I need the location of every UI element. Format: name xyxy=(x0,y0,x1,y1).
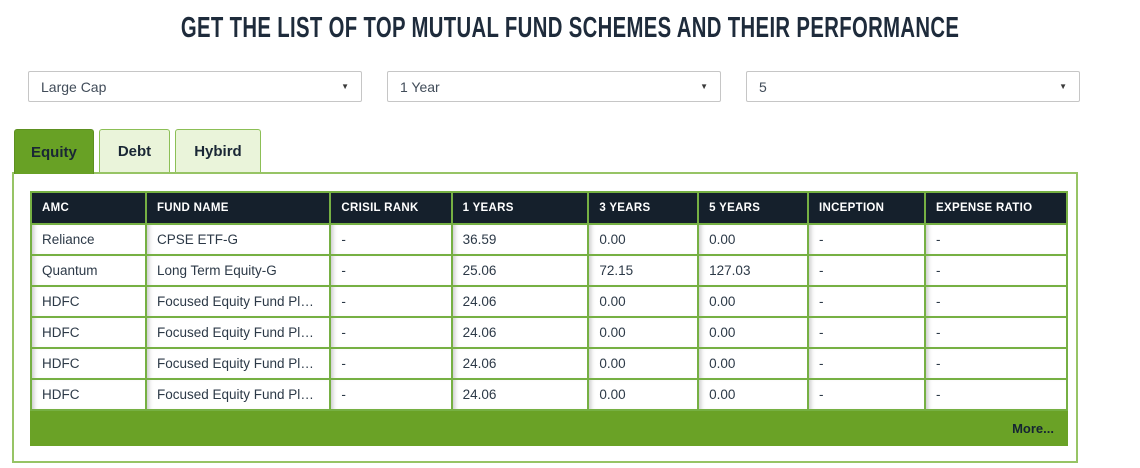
col-header-crisil-rank: CRISIL RANK xyxy=(329,191,453,225)
5-years-cell: 0.00 xyxy=(697,223,809,256)
tab-bar: Equity Debt Hybird xyxy=(14,129,1140,174)
col-header-expense-ratio: EXPENSE RATIO xyxy=(924,191,1068,225)
expense-ratio-cell: - xyxy=(924,285,1068,318)
col-header-5-years: 5 YEARS xyxy=(697,191,809,225)
col-header-3-years: 3 YEARS xyxy=(587,191,700,225)
page-title: GET THE LIST OF TOP MUTUAL FUND SCHEMES … xyxy=(180,12,960,44)
3-years-cell: 0.00 xyxy=(587,285,700,318)
crisil-rank-cell: - xyxy=(329,223,453,256)
table-row: Reliance CPSE ETF-G -36.59 0.00 0.00- - xyxy=(30,223,1068,256)
inception-cell: - xyxy=(806,223,927,256)
tab-hybird[interactable]: Hybird xyxy=(175,129,261,172)
header-row: AMC FUND NAME CRISIL RANK 1 YEARS 3 YEARS 5 Y… xyxy=(30,191,1068,225)
fund-name-cell: Focused Equity Fund Plan... xyxy=(144,378,332,411)
fund-name-cell: Long Term Equity-G xyxy=(144,254,332,287)
expense-ratio-cell: - xyxy=(924,254,1068,287)
3-years-cell: 0.00 xyxy=(587,223,700,256)
more-link[interactable]: More... xyxy=(1012,421,1054,436)
tab-debt[interactable]: Debt xyxy=(98,129,171,172)
col-header-amc: AMC xyxy=(30,191,147,225)
page-header: GET THE LIST OF TOP MUTUAL FUND SCHEMES … xyxy=(0,12,1140,44)
expense-ratio-cell: - xyxy=(924,316,1068,349)
filter-bar: Large Cap ▼ 1 Year ▼ 5 ▼ xyxy=(28,71,1080,102)
crisil-rank-cell: - xyxy=(329,378,453,411)
5-years-cell: 0.00 xyxy=(697,378,809,411)
crisil-rank-cell: - xyxy=(329,285,453,318)
fund-name-cell: Focused Equity Fund Plan... xyxy=(144,285,332,318)
category-dropdown-value: Large Cap xyxy=(41,78,107,95)
table-row: HDFC Focused Equity Fund Plan... -24.06 0.0… xyxy=(30,316,1068,349)
col-header-inception: INCEPTION xyxy=(806,191,927,225)
amc-cell: HDFC xyxy=(30,316,147,349)
1-years-cell: 24.06 xyxy=(450,316,590,349)
chevron-down-icon: ▼ xyxy=(341,82,349,91)
expense-ratio-cell: - xyxy=(924,223,1068,256)
inception-cell: - xyxy=(806,285,927,318)
5-years-cell: 0.00 xyxy=(697,316,809,349)
amc-cell: Reliance xyxy=(30,223,147,256)
tab-hybird-label: Hybird xyxy=(194,142,242,160)
tab-equity-label: Equity xyxy=(31,143,77,161)
fund-table-header: AMC FUND NAME CRISIL RANK 1 YEARS 3 YEARS 5 Y… xyxy=(30,191,1068,225)
col-header-fund-name: FUND NAME xyxy=(144,191,332,225)
expense-ratio-cell: - xyxy=(924,347,1068,380)
5-years-cell: 0.00 xyxy=(697,285,809,318)
tab-debt-label: Debt xyxy=(117,142,152,160)
table-row: Quantum Long Term Equity-G -25.06 72.15 127.… xyxy=(30,254,1068,287)
inception-cell: - xyxy=(806,254,927,287)
col-header-1-years: 1 YEARS xyxy=(450,191,590,225)
crisil-rank-cell: - xyxy=(329,316,453,349)
fund-table-body: Reliance CPSE ETF-G -36.59 0.00 0.00- - Quantu… xyxy=(30,223,1068,411)
count-dropdown[interactable]: 5 ▼ xyxy=(746,71,1080,102)
3-years-cell: 0.00 xyxy=(587,347,700,380)
crisil-rank-cell: - xyxy=(329,347,453,380)
5-years-cell: 127.03 xyxy=(697,254,809,287)
3-years-cell: 0.00 xyxy=(587,378,700,411)
inception-cell: - xyxy=(806,378,927,411)
table-row: HDFC Focused Equity Fund Plan... -24.06 0.0… xyxy=(30,285,1068,318)
tab-content-panel: AMC FUND NAME CRISIL RANK 1 YEARS 3 YEARS 5 Y… xyxy=(12,172,1078,463)
more-bar: More... xyxy=(30,411,1068,446)
amc-cell: Quantum xyxy=(30,254,147,287)
chevron-down-icon: ▼ xyxy=(1059,82,1067,91)
1-years-cell: 36.59 xyxy=(450,223,590,256)
category-dropdown[interactable]: Large Cap ▼ xyxy=(28,71,362,102)
fund-name-cell: Focused Equity Fund Plan... xyxy=(144,347,332,380)
1-years-cell: 24.06 xyxy=(450,285,590,318)
amc-cell: HDFC xyxy=(30,285,147,318)
expense-ratio-cell: - xyxy=(924,378,1068,411)
fund-name-cell: CPSE ETF-G xyxy=(144,223,332,256)
1-years-cell: 24.06 xyxy=(450,378,590,411)
crisil-rank-cell: - xyxy=(329,254,453,287)
inception-cell: - xyxy=(806,347,927,380)
period-dropdown[interactable]: 1 Year ▼ xyxy=(387,71,721,102)
amc-cell: HDFC xyxy=(30,378,147,411)
amc-cell: HDFC xyxy=(30,347,147,380)
chevron-down-icon: ▼ xyxy=(700,82,708,91)
table-row: HDFC Focused Equity Fund Plan... -24.06 0.0… xyxy=(30,378,1068,411)
5-years-cell: 0.00 xyxy=(697,347,809,380)
1-years-cell: 25.06 xyxy=(450,254,590,287)
table-row: HDFC Focused Equity Fund Plan... -24.06 0.0… xyxy=(30,347,1068,380)
count-dropdown-value: 5 xyxy=(759,78,767,95)
tab-equity[interactable]: Equity xyxy=(14,129,94,174)
3-years-cell: 72.15 xyxy=(587,254,700,287)
1-years-cell: 24.06 xyxy=(450,347,590,380)
fund-name-cell: Focused Equity Fund Plan... xyxy=(144,316,332,349)
fund-table: AMC FUND NAME CRISIL RANK 1 YEARS 3 YEARS 5 Y… xyxy=(30,191,1068,411)
inception-cell: - xyxy=(806,316,927,349)
3-years-cell: 0.00 xyxy=(587,316,700,349)
period-dropdown-value: 1 Year xyxy=(400,78,440,95)
